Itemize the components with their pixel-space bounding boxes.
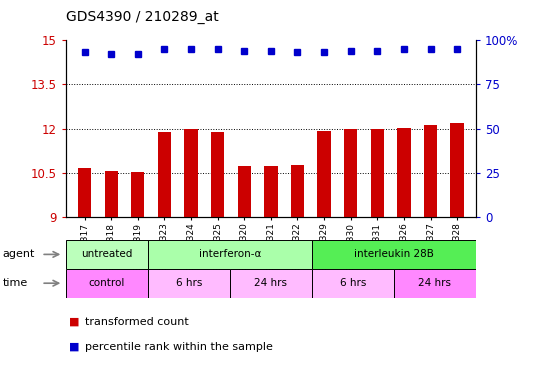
Bar [78, 169, 91, 217]
Bar [450, 123, 464, 217]
Text: interferon-α: interferon-α [199, 249, 261, 260]
Text: 24 hrs: 24 hrs [418, 278, 451, 288]
Bar [148, 269, 230, 298]
Bar [238, 166, 251, 217]
Text: 6 hrs: 6 hrs [340, 278, 366, 288]
Bar [317, 131, 331, 217]
Bar [184, 129, 197, 217]
Bar [264, 166, 278, 217]
Bar [344, 129, 358, 217]
Bar [66, 269, 148, 298]
Text: time: time [3, 278, 28, 288]
Bar [211, 132, 224, 217]
Text: ■: ■ [69, 317, 79, 327]
Text: untreated: untreated [81, 249, 133, 260]
Text: ■: ■ [69, 342, 79, 352]
Bar [371, 129, 384, 217]
Text: control: control [89, 278, 125, 288]
Bar [424, 125, 437, 217]
Bar [104, 171, 118, 217]
Bar [66, 240, 148, 269]
Bar [312, 240, 476, 269]
Text: 24 hrs: 24 hrs [254, 278, 287, 288]
Bar [131, 172, 145, 217]
Text: percentile rank within the sample: percentile rank within the sample [85, 342, 273, 352]
Text: agent: agent [3, 249, 35, 260]
Bar [230, 269, 312, 298]
Bar [397, 128, 410, 217]
Bar [312, 269, 394, 298]
Text: 6 hrs: 6 hrs [176, 278, 202, 288]
Bar [394, 269, 476, 298]
Bar [148, 240, 312, 269]
Text: GDS4390 / 210289_at: GDS4390 / 210289_at [66, 10, 219, 23]
Bar [158, 132, 171, 217]
Text: transformed count: transformed count [85, 317, 189, 327]
Bar [291, 165, 304, 217]
Text: interleukin 28B: interleukin 28B [354, 249, 434, 260]
